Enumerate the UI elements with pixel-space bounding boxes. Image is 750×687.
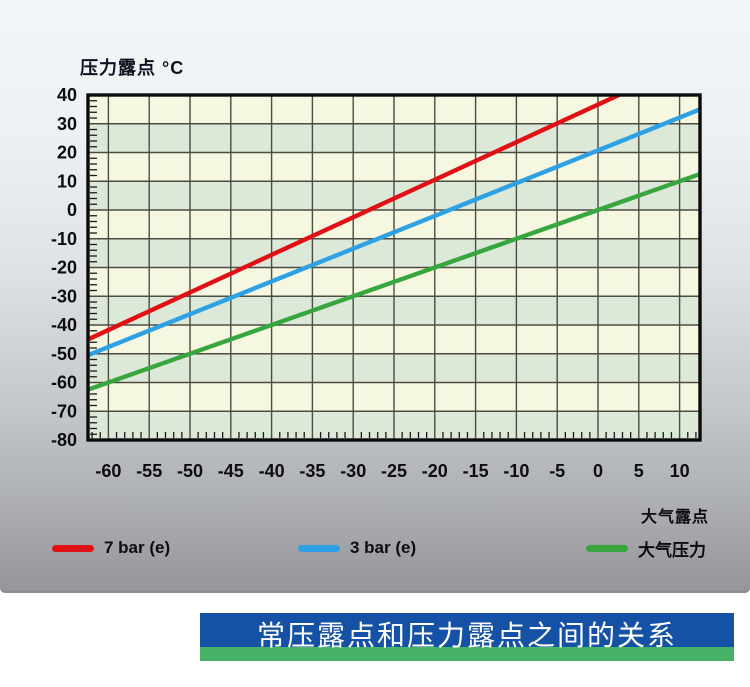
x-tick-label: 5 (634, 461, 644, 481)
y-tick-label: 40 (57, 85, 77, 105)
y-tick-label: -80 (51, 430, 77, 450)
y-tick-label: 30 (57, 114, 77, 134)
x-tick-label: -50 (177, 461, 203, 481)
legend-swatch-atmospheric-icon (586, 544, 628, 552)
legend-label-7bar: 7 bar (e) (104, 538, 171, 557)
chart-legend: 7 bar (e) 3 bar (e) 大气压力 (0, 538, 750, 560)
x-tick-label: -5 (549, 461, 565, 481)
y-axis-title: 压力露点 °C (80, 58, 185, 78)
chart-panel: 压力露点 °C 40 30 20 10 0 -10 -20 -30 -40 -50 -60 -70 -8… (0, 0, 750, 593)
y-tick-label: -40 (51, 315, 77, 335)
footer-green-stripe (200, 647, 734, 661)
legend-swatch-3bar-icon (298, 544, 340, 552)
footer-title-bar: 常压露点和压力露点之间的关系 (200, 613, 734, 661)
legend-swatch-7bar-icon (52, 544, 94, 552)
y-tick-label: 0 (67, 200, 77, 220)
x-tick-label: 10 (670, 461, 690, 481)
legend-item-3bar: 3 bar (e) (298, 538, 416, 558)
x-tick-label: -25 (381, 461, 407, 481)
y-tick-label: -10 (51, 229, 77, 249)
y-tick-label: -30 (51, 286, 77, 306)
x-tick-label: -60 (95, 461, 121, 481)
legend-item-atmospheric: 大气压力 (586, 538, 706, 560)
y-tick-label: -50 (51, 344, 77, 364)
y-tick-label: 10 (57, 171, 77, 191)
legend-label-atmospheric: 大气压力 (638, 540, 706, 560)
x-tick-label: -20 (422, 461, 448, 481)
footer-title: 常压露点和压力露点之间的关系 (256, 620, 677, 651)
x-tick-label: 0 (593, 461, 603, 481)
legend-item-7bar: 7 bar (e) (52, 538, 170, 558)
footer-blue-stripe (200, 613, 734, 647)
plot-frame (86, 93, 702, 442)
series-line (89, 172, 699, 392)
y-tick-label: -60 (51, 373, 77, 393)
y-tick-label: 20 (57, 143, 77, 163)
x-tick-label: -35 (299, 461, 325, 481)
x-tick-label: -45 (218, 461, 244, 481)
x-tick-label: -15 (463, 461, 489, 481)
y-tick-label: -20 (51, 258, 77, 278)
legend-label-3bar: 3 bar (e) (350, 538, 417, 557)
x-tick-label: -30 (340, 461, 366, 481)
x-tick-label: -10 (503, 461, 529, 481)
x-tick-label: -55 (136, 461, 162, 481)
x-tick-label: -40 (259, 461, 285, 481)
series-line (89, 96, 622, 342)
x-axis-title: 大气露点 (641, 509, 710, 526)
y-tick-label: -70 (51, 401, 77, 421)
series-line (89, 107, 699, 358)
